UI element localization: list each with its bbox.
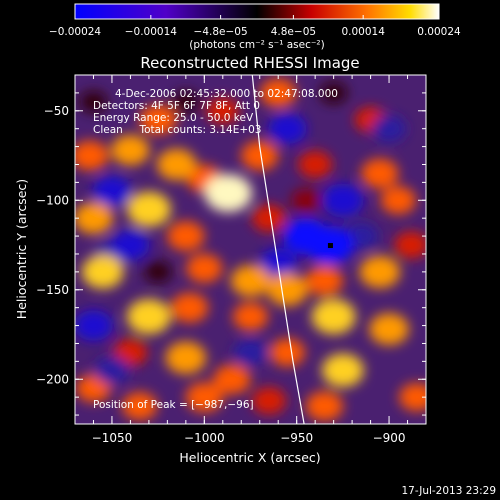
colorbar-tick-label: 0.00014 — [341, 26, 385, 38]
annotation-energy: Energy Range: 25.0 - 50.0 keV — [93, 112, 254, 124]
heatmap-blob — [372, 115, 407, 143]
heatmap-blob — [111, 134, 150, 166]
heatmap-blob — [230, 264, 271, 297]
colorbar-tick-label: −0.00024 — [49, 26, 102, 38]
x-tick-label: −1000 — [184, 431, 225, 445]
heatmap-blob — [251, 387, 286, 415]
x-tick-label: −950 — [280, 431, 313, 445]
colorbar-tick-label: −4.8e−05 — [194, 26, 248, 38]
heatmap-blob — [75, 202, 114, 235]
y-axis-label: Heliocentric Y (arcsec) — [14, 179, 29, 319]
heatmap-blob — [359, 255, 401, 289]
heatmap-blob — [320, 81, 348, 104]
heatmap-blob — [321, 353, 364, 388]
heatmap-blob — [311, 298, 356, 335]
heatmap-blob — [170, 292, 209, 323]
annotation-detectors: Detectors: 4F 5F 6F 7F 8F, Att 0 — [93, 100, 260, 112]
y-tick-label: −200 — [36, 372, 69, 386]
heatmap-blob — [94, 356, 130, 385]
heatmap-blob — [81, 255, 124, 289]
colorbar-ticks — [74, 15, 440, 19]
heatmap-blob — [92, 175, 132, 207]
y-tick-label: −100 — [36, 193, 69, 207]
heatmap-blob — [291, 188, 321, 213]
heatmap-blob — [139, 104, 177, 135]
heatmap-blob — [369, 313, 409, 345]
heatmap-blob — [167, 221, 205, 252]
heatmap-blob — [206, 97, 240, 124]
annotation-clean: Clean Total counts: 3.14E+03 — [93, 124, 262, 136]
heatmap-blob — [111, 229, 150, 261]
heatmap-blob — [399, 383, 426, 412]
heatmap-blob — [185, 382, 224, 413]
heatmap-blob — [321, 183, 364, 218]
heatmap-blob — [269, 338, 306, 367]
heatmap-blobs — [75, 78, 426, 422]
heatmap-blob — [126, 298, 171, 335]
heatmap-blob — [232, 302, 269, 331]
heatmap-blob — [394, 231, 426, 259]
x-axis-label: Heliocentric X (arcsec) — [179, 450, 320, 465]
x-tick-label: −900 — [373, 431, 406, 445]
heatmap-blob — [305, 391, 344, 422]
heatmap-blob — [361, 158, 399, 189]
annotation-peak-position: Position of Peak = [−987,−96] — [93, 399, 254, 411]
heatmap-blob — [165, 341, 207, 375]
y-tick-label: −50 — [44, 104, 69, 118]
minimum-marker — [327, 243, 333, 249]
x-tick-label: −1050 — [92, 431, 133, 445]
solar-limb-curve — [251, 75, 305, 424]
heatmap-blob — [122, 392, 158, 421]
annotation-time-range: 4-Dec-2006 02:45:32.000 to 02:47:08.000 — [115, 88, 338, 100]
heatmap-blob — [380, 186, 416, 215]
heatmap-blob — [267, 273, 308, 307]
colorbar-unit-label: (photons cm⁻² s⁻¹ asec⁻²) — [189, 39, 324, 51]
heatmap-blob — [268, 113, 307, 145]
heatmap-blob — [260, 78, 297, 108]
heatmap-blob — [144, 260, 172, 283]
colorbar-tick-label: 4.8e−05 — [271, 26, 316, 38]
heatmap-blob — [298, 150, 333, 179]
heatmap-blob — [251, 204, 286, 232]
heatmap-blob — [213, 364, 251, 395]
heatmap-blob — [79, 90, 108, 113]
colorbar-tick-label: 0.00024 — [417, 26, 461, 38]
colorbar — [74, 3, 440, 20]
footer-timestamp: 17-Jul-2013 23:29 — [401, 485, 496, 497]
heatmap-blob — [241, 140, 279, 171]
heatmap-blob — [75, 310, 113, 341]
chart-title: Reconstructed RHESSI Image — [140, 54, 359, 72]
y-tick-label: −150 — [36, 283, 69, 297]
heatmap-blob — [126, 191, 171, 227]
heatmap-blob — [305, 265, 344, 296]
heatmap-blob — [204, 174, 253, 213]
heatmap-blob — [75, 140, 109, 171]
plot-frame — [74, 74, 427, 425]
colorbar-tick-label: −0.00014 — [125, 26, 178, 38]
heatmap-blob — [156, 148, 197, 181]
heatmap-blob — [172, 90, 200, 113]
heatmap-blob — [233, 338, 268, 367]
heatmap-blob — [186, 253, 223, 283]
